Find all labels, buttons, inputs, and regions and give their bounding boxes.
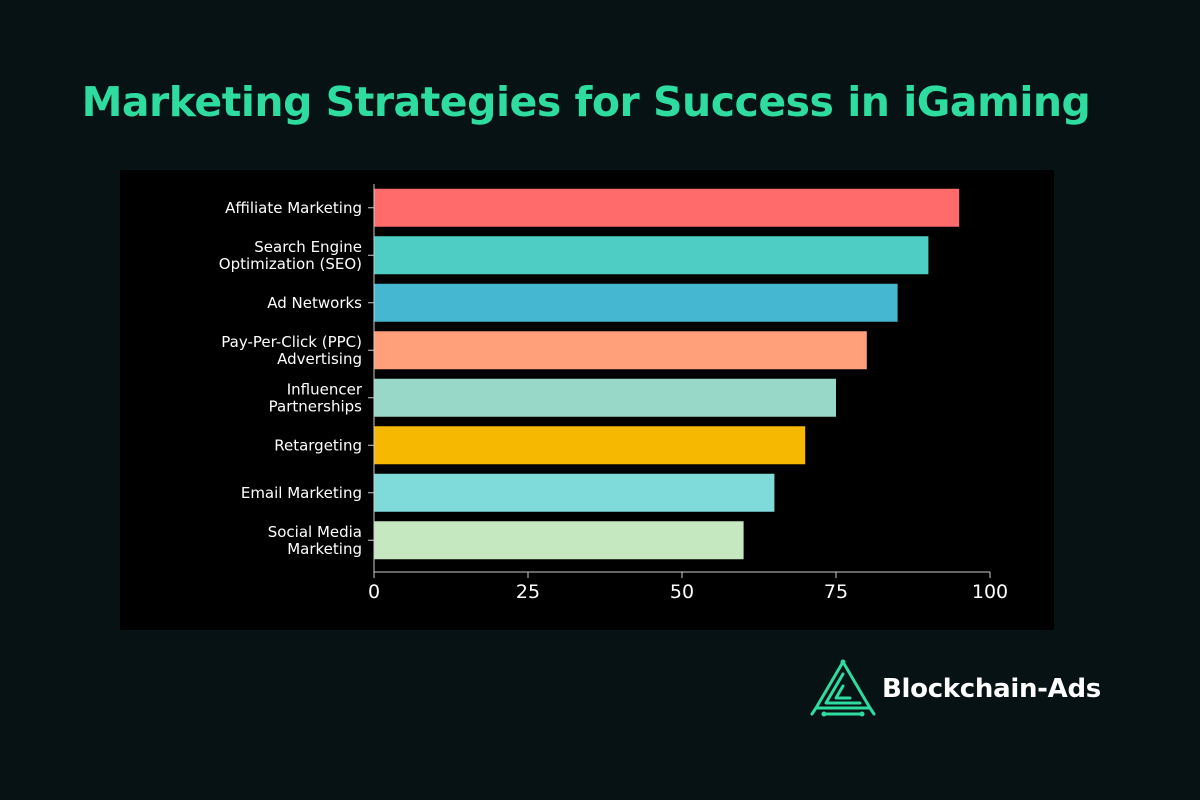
- category-label: Affiliate Marketing: [225, 199, 362, 217]
- blockchain-ads-logo-icon: [810, 659, 876, 717]
- bar-0: [374, 188, 960, 227]
- category-label: Ad Networks: [267, 294, 362, 312]
- category-label: Retargeting: [274, 436, 362, 454]
- category-label: Email Marketing: [241, 484, 362, 502]
- category-label: Influencer Partnerships: [269, 380, 363, 415]
- page-title: Marketing Strategies for Success in iGam…: [81, 78, 1091, 126]
- category-label: Social Media Marketing: [268, 523, 362, 558]
- brand-name: Blockchain-Ads: [882, 674, 1101, 704]
- bar-7: [374, 521, 744, 560]
- x-tick-label: 25: [516, 581, 540, 603]
- bar-3: [374, 331, 867, 370]
- bar-2: [374, 283, 898, 322]
- bar-chart: Affiliate Marketing Search Engine Optimiza…: [120, 170, 1054, 630]
- x-tick-label: 100: [972, 581, 1008, 603]
- bar-6: [374, 473, 775, 512]
- x-tick-label: 50: [670, 581, 694, 603]
- bar-5: [374, 426, 806, 465]
- category-label: Search Engine Optimization (SEO): [219, 238, 362, 273]
- brand-logo: Blockchain-Ads: [810, 658, 1101, 720]
- bar-1: [374, 236, 929, 275]
- category-label: Pay-Per-Click (PPC) Advertising: [221, 333, 362, 368]
- x-tick-label: 75: [824, 581, 848, 603]
- bar-4: [374, 378, 836, 417]
- x-tick-label: 0: [368, 581, 380, 603]
